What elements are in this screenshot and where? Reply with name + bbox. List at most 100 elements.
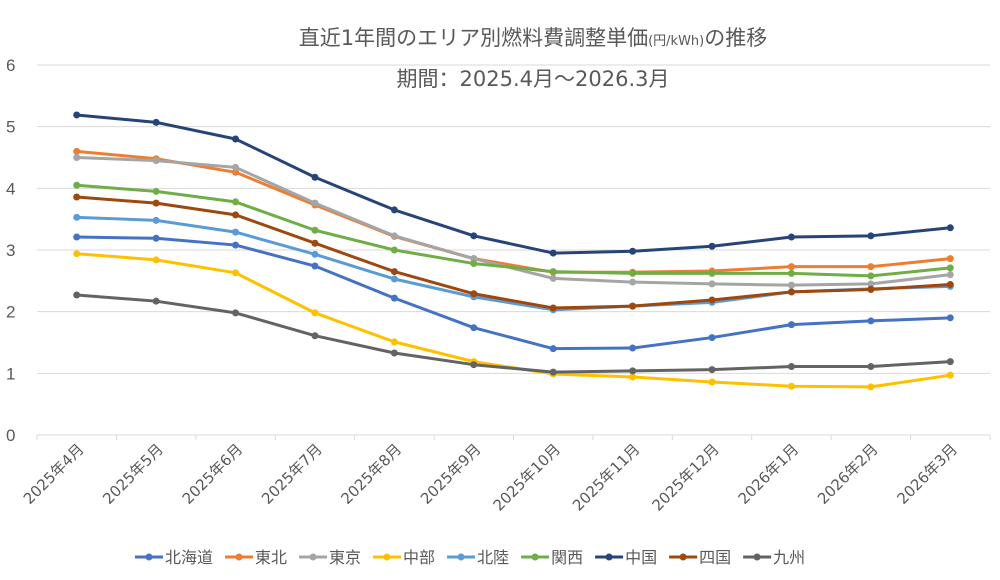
- data-point: [629, 344, 637, 352]
- data-point: [470, 290, 478, 298]
- data-point: [470, 260, 478, 268]
- data-point: [708, 296, 716, 304]
- series-5: [73, 181, 954, 280]
- legend-item: 東京: [299, 548, 361, 567]
- data-point: [311, 239, 319, 247]
- data-point: [629, 373, 637, 381]
- data-point: [629, 367, 637, 375]
- data-point: [470, 324, 478, 332]
- data-point: [549, 268, 557, 276]
- series-0: [73, 233, 954, 353]
- legend-item: 関西: [521, 548, 583, 567]
- data-point: [867, 317, 875, 325]
- y-tick-label: 1: [6, 364, 15, 383]
- series-8: [73, 291, 954, 376]
- legend-marker: [235, 553, 243, 561]
- data-point: [152, 256, 160, 264]
- data-point: [867, 263, 875, 271]
- series-lines: [73, 111, 954, 391]
- data-point: [390, 232, 398, 240]
- series-6: [73, 111, 954, 257]
- x-tick-label: 2025年9月: [417, 440, 485, 508]
- data-point: [946, 371, 954, 379]
- data-point: [311, 199, 319, 207]
- data-point: [152, 216, 160, 224]
- y-tick-label: 6: [6, 56, 15, 75]
- data-point: [73, 193, 81, 201]
- data-point: [311, 226, 319, 234]
- data-point: [708, 334, 716, 342]
- data-point: [470, 361, 478, 369]
- x-tick-label: 2025年10月: [490, 440, 564, 514]
- legend-marker: [753, 553, 761, 561]
- legend-label: 北陸: [477, 548, 509, 567]
- data-point: [946, 224, 954, 232]
- legend-item: 東北: [225, 548, 287, 567]
- data-point: [390, 294, 398, 302]
- data-point: [73, 111, 81, 119]
- data-point: [867, 272, 875, 280]
- data-point: [708, 366, 716, 374]
- x-tick-label: 2026年3月: [893, 440, 961, 508]
- data-point: [232, 163, 240, 171]
- legend-marker: [383, 553, 391, 561]
- data-point: [867, 232, 875, 240]
- data-point: [390, 338, 398, 346]
- chart-title-unit: (円/kWh): [648, 34, 704, 49]
- data-point: [549, 345, 557, 353]
- data-point: [470, 255, 478, 263]
- data-point: [390, 206, 398, 214]
- data-point: [787, 269, 795, 277]
- data-point: [946, 314, 954, 322]
- data-point: [867, 280, 875, 288]
- legend-marker: [457, 553, 465, 561]
- series-line: [75, 235, 952, 351]
- data-point: [390, 246, 398, 254]
- data-point: [73, 181, 81, 189]
- data-point: [152, 199, 160, 207]
- data-point: [73, 154, 81, 161]
- data-point: [708, 280, 716, 288]
- series-line: [75, 183, 952, 278]
- grid: [36, 64, 991, 440]
- y-tick-label: 0: [6, 426, 15, 445]
- data-point: [787, 233, 795, 241]
- data-point: [787, 382, 795, 390]
- legend-label: 東北: [255, 548, 287, 567]
- legend-item: 北海道: [135, 548, 213, 567]
- data-point: [232, 241, 240, 249]
- data-point: [311, 332, 319, 340]
- legend-label: 四国: [699, 548, 731, 567]
- y-tick-label: 3: [6, 241, 15, 260]
- series-line: [75, 149, 952, 274]
- chart-title-suffix: の推移: [704, 26, 767, 50]
- data-point: [549, 368, 557, 376]
- data-point: [629, 269, 637, 277]
- legend-marker: [531, 553, 539, 561]
- data-point: [946, 255, 954, 263]
- data-point: [549, 274, 557, 282]
- data-point: [232, 228, 240, 236]
- legend-label: 北海道: [165, 548, 213, 567]
- x-tick-label: 2025年11月: [569, 440, 643, 514]
- legend-marker: [605, 553, 613, 561]
- legend-item: 四国: [669, 548, 731, 567]
- data-point: [152, 297, 160, 305]
- data-point: [311, 262, 319, 270]
- data-point: [390, 275, 398, 283]
- y-tick-label: 4: [6, 179, 15, 198]
- legend-item: 北陸: [447, 548, 509, 567]
- legend-label: 九州: [773, 548, 805, 567]
- x-tick-label: 2025年12月: [648, 440, 722, 514]
- y-tick-label: 5: [6, 118, 15, 137]
- legend-marker: [145, 553, 153, 561]
- data-point: [708, 242, 716, 250]
- legend-marker: [309, 553, 317, 561]
- x-tick-label: 2026年1月: [735, 440, 803, 508]
- x-tick-label: 2025年6月: [179, 440, 247, 508]
- data-point: [232, 168, 240, 176]
- data-point: [232, 269, 240, 277]
- data-point: [946, 264, 954, 272]
- series-4: [73, 213, 954, 314]
